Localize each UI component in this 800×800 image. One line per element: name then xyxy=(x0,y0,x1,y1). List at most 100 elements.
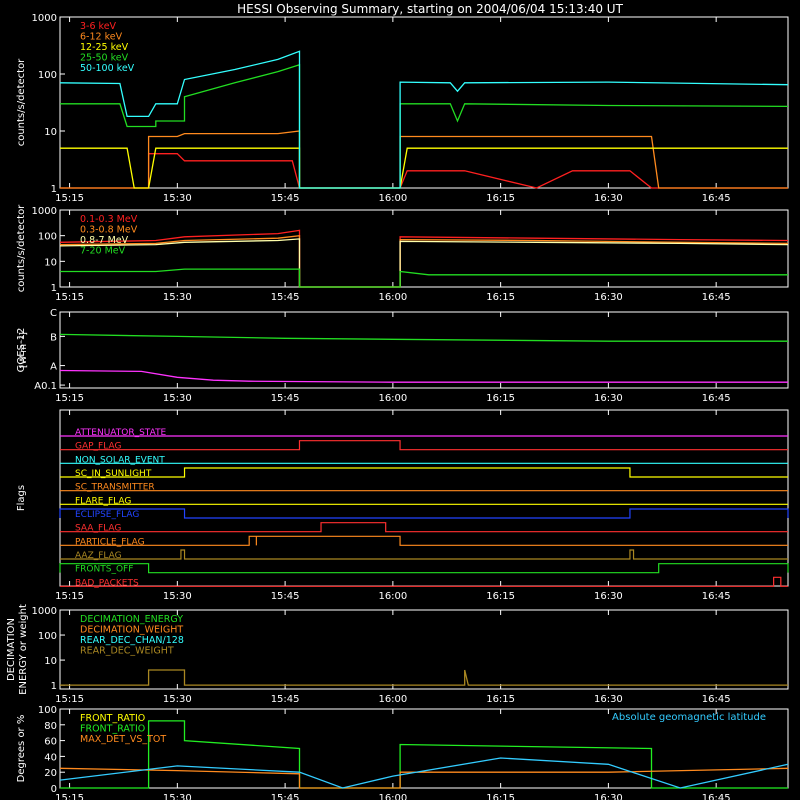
flag-label: SC_TRANSMITTER xyxy=(75,483,155,493)
x-tick-label: 15:30 xyxy=(163,793,192,800)
y-axis-label: counts/s/detector xyxy=(16,58,27,146)
y-tick-label: 80 xyxy=(44,721,57,732)
flag-label: FLARE_FLAG xyxy=(75,496,131,506)
flag-label: BAD_PACKETS xyxy=(75,578,139,588)
x-tick-label: 16:00 xyxy=(378,292,407,303)
x-tick-label: 15:15 xyxy=(55,292,84,303)
series-line xyxy=(59,757,789,789)
x-tick-label: 15:45 xyxy=(271,193,300,204)
x-tick-label: 16:15 xyxy=(486,193,515,204)
panel-decimation: 1 10 100 1000 DECIMATION ENERGY or weight 15:1… xyxy=(6,604,789,705)
legend-entry: FRONT_RATIO xyxy=(80,724,145,735)
y-axis-label: counts/s/detector xyxy=(16,204,27,292)
y-axis-label: Degrees or % xyxy=(16,715,27,783)
series-line xyxy=(60,669,788,686)
x-tick-label: 16:00 xyxy=(378,793,407,800)
legend-entry: DECIMATION_ENERGY xyxy=(80,614,183,625)
panel-low-energy: 1 10 100 1000 counts/s/detector 15:15 15:30 15:… xyxy=(16,13,789,204)
x-tick-label: 16:30 xyxy=(594,793,623,800)
panel-goes: A0.1 A B C GOES-12[W m⁻²] 15:15 15:30 15:45 16:0… xyxy=(16,308,789,404)
series-line xyxy=(59,50,789,189)
x-tick-label: 15:15 xyxy=(55,793,84,800)
series-line xyxy=(60,153,788,189)
legend-entry: 3-6 keV xyxy=(80,21,117,32)
x-tick-label: 16:00 xyxy=(378,393,407,404)
y-tick-label: A xyxy=(50,362,57,373)
legend-entry: 12-25 keV xyxy=(80,42,129,53)
legend-entry: REAR_DEC_CHAN/128 xyxy=(80,635,184,646)
y-tick-label: 1000 xyxy=(32,606,57,617)
panel-frame xyxy=(59,708,789,789)
y-tick-label: 1000 xyxy=(32,13,57,24)
y-tick-label: 40 xyxy=(44,752,57,763)
x-tick-label: 15:15 xyxy=(55,591,84,602)
flag-label: SC_IN_SUNLIGHT xyxy=(75,469,152,479)
x-tick-label: 16:15 xyxy=(486,694,515,705)
x-tick-label: 16:45 xyxy=(702,193,731,204)
y-tick-label: A0.1 xyxy=(34,381,57,392)
flag-line xyxy=(60,440,788,451)
panel-ratios: 0 20 40 60 80 100 Degrees or % 15:15 15:30 15:45 1… xyxy=(16,705,789,800)
x-tick-label: 15:45 xyxy=(271,292,300,303)
flag-label: FRONTS_OFF xyxy=(75,565,133,575)
y-tick-label: B xyxy=(50,332,57,343)
flag-line xyxy=(60,522,788,533)
series-line xyxy=(59,369,788,383)
series-line xyxy=(59,767,789,789)
series-line xyxy=(60,130,788,189)
y-tick-label: 100 xyxy=(38,232,57,243)
legend-entry: DECIMATION_WEIGHT xyxy=(80,625,183,636)
panel-flags: Flags 15:15 15:30 15:45 16:00 16:15 16:30 16:45… xyxy=(16,409,789,602)
chart-title: HESSI Observing Summary, starting on 200… xyxy=(237,2,623,16)
x-tick-label: 16:00 xyxy=(378,193,407,204)
x-tick-label: 16:45 xyxy=(702,694,731,705)
x-tick-label: 16:30 xyxy=(594,193,623,204)
y-tick-label: 10 xyxy=(44,127,57,138)
legend-entry: 0.8-7 MeV xyxy=(80,235,129,246)
flag-line xyxy=(59,563,789,574)
x-tick-label: 16:15 xyxy=(486,591,515,602)
panel-annotation: Absolute geomagnetic latitude xyxy=(612,712,766,723)
x-tick-label: 15:45 xyxy=(271,591,300,602)
y-tick-label: 100 xyxy=(38,631,57,642)
x-tick-label: 16:15 xyxy=(486,393,515,404)
x-tick-label: 16:45 xyxy=(702,793,731,800)
y-axis-label: GOES-12 xyxy=(16,328,27,373)
y-axis-label: Flags xyxy=(16,485,27,511)
flag-label: ATTENUATOR_STATE xyxy=(75,428,167,438)
legend-entry: FRONT_RATIO xyxy=(80,713,145,724)
x-tick-label: 16:00 xyxy=(378,591,407,602)
legend-entry: 25-50 keV xyxy=(80,53,129,64)
panel-frame xyxy=(59,16,789,189)
x-tick-label: 16:30 xyxy=(594,694,623,705)
legend-entry: 50-100 keV xyxy=(80,63,135,74)
x-tick-label: 16:45 xyxy=(702,292,731,303)
flag-label: SAA_FLAG xyxy=(75,524,121,534)
x-tick-label: 16:45 xyxy=(702,393,731,404)
x-tick-label: 15:45 xyxy=(271,694,300,705)
flag-line xyxy=(60,576,788,587)
flag-label: NON_SOLAR_EVENT xyxy=(75,455,165,465)
y-tick-label: 1 xyxy=(51,681,57,692)
y-tick-label: C xyxy=(50,308,57,319)
x-tick-label: 15:30 xyxy=(163,694,192,705)
x-tick-label: 16:30 xyxy=(594,393,623,404)
series-line xyxy=(59,333,788,342)
legend-entry: MAX_DET_VS_TOT xyxy=(80,734,166,745)
panel-high-energy: 1 10 100 1000 counts/s/detector 15:15 15:30 15:… xyxy=(16,204,789,303)
x-tick-label: 16:45 xyxy=(702,591,731,602)
x-tick-label: 16:15 xyxy=(486,292,515,303)
flag-label: ECLIPSE_FLAG xyxy=(75,510,139,520)
legend-entry: 6-12 keV xyxy=(80,32,123,43)
legend-entry: 0.1-0.3 MeV xyxy=(80,214,138,225)
x-tick-label: 16:30 xyxy=(594,292,623,303)
y-tick-label: 10 xyxy=(44,257,57,268)
y-tick-label: 10 xyxy=(44,656,57,667)
y-tick-label: 0 xyxy=(51,784,57,795)
x-tick-label: 15:30 xyxy=(163,193,192,204)
x-tick-label: 15:15 xyxy=(55,193,84,204)
legend-entry: 0.3-0.8 MeV xyxy=(80,225,138,236)
x-tick-label: 15:30 xyxy=(163,591,192,602)
